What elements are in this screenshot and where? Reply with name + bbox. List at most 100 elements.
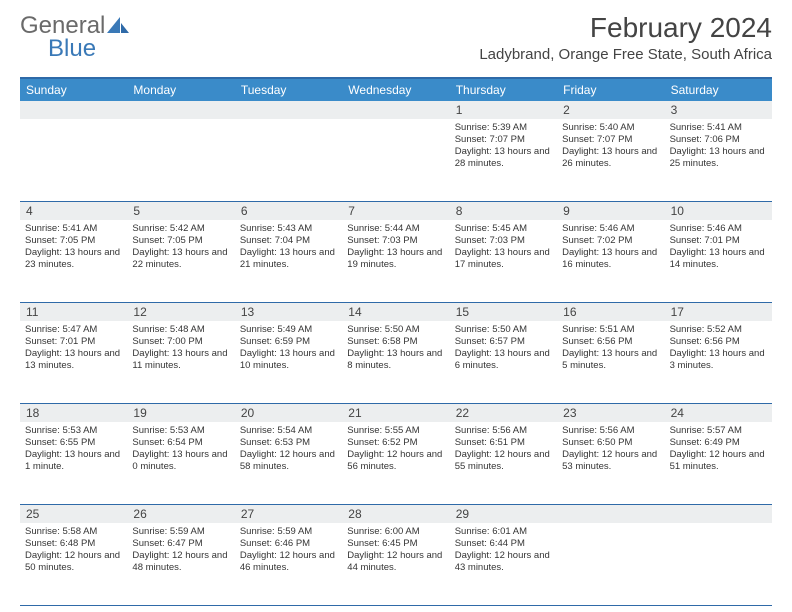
sunset-line: Sunset: 7:02 PM <box>562 235 659 247</box>
sunset-line: Sunset: 6:54 PM <box>132 437 229 449</box>
daylight-line: Daylight: 12 hours and 44 minutes. <box>347 550 444 574</box>
day-number: 15 <box>450 303 557 321</box>
week-row: Sunrise: 5:53 AMSunset: 6:55 PMDaylight:… <box>20 422 772 505</box>
dow-wednesday: Wednesday <box>342 79 449 101</box>
daylight-line: Daylight: 13 hours and 5 minutes. <box>562 348 659 372</box>
sunset-line: Sunset: 6:57 PM <box>455 336 552 348</box>
daynum-row: 2526272829 <box>20 505 772 523</box>
day-number: 16 <box>557 303 664 321</box>
day-number: 25 <box>20 505 127 523</box>
day-cell: Sunrise: 5:48 AMSunset: 7:00 PMDaylight:… <box>127 321 234 403</box>
sunset-line: Sunset: 7:06 PM <box>670 134 767 146</box>
sunset-line: Sunset: 6:55 PM <box>25 437 122 449</box>
day-number: 3 <box>665 101 772 119</box>
sunset-line: Sunset: 6:49 PM <box>670 437 767 449</box>
daylight-line: Daylight: 12 hours and 50 minutes. <box>25 550 122 574</box>
day-number: 6 <box>235 202 342 220</box>
day-cell: Sunrise: 5:46 AMSunset: 7:02 PMDaylight:… <box>557 220 664 302</box>
daylight-line: Daylight: 13 hours and 16 minutes. <box>562 247 659 271</box>
sunrise-line: Sunrise: 5:46 AM <box>670 223 767 235</box>
sunrise-line: Sunrise: 5:49 AM <box>240 324 337 336</box>
day-cell: Sunrise: 5:53 AMSunset: 6:55 PMDaylight:… <box>20 422 127 504</box>
dow-monday: Monday <box>127 79 234 101</box>
day-cell <box>557 523 664 605</box>
day-cell: Sunrise: 5:57 AMSunset: 6:49 PMDaylight:… <box>665 422 772 504</box>
sunset-line: Sunset: 6:47 PM <box>132 538 229 550</box>
sunrise-line: Sunrise: 5:39 AM <box>455 122 552 134</box>
brand-part2: Blue <box>48 35 96 63</box>
day-number: 24 <box>665 404 772 422</box>
daylight-line: Daylight: 12 hours and 43 minutes. <box>455 550 552 574</box>
sunrise-line: Sunrise: 5:41 AM <box>670 122 767 134</box>
daynum-row: 45678910 <box>20 202 772 220</box>
day-number <box>342 101 449 119</box>
sunset-line: Sunset: 6:50 PM <box>562 437 659 449</box>
sunrise-line: Sunrise: 5:50 AM <box>455 324 552 336</box>
daylight-line: Daylight: 13 hours and 11 minutes. <box>132 348 229 372</box>
daylight-line: Daylight: 13 hours and 17 minutes. <box>455 247 552 271</box>
sunset-line: Sunset: 7:04 PM <box>240 235 337 247</box>
day-number: 8 <box>450 202 557 220</box>
day-cell: Sunrise: 5:45 AMSunset: 7:03 PMDaylight:… <box>450 220 557 302</box>
sunset-line: Sunset: 6:56 PM <box>562 336 659 348</box>
sunrise-line: Sunrise: 5:42 AM <box>132 223 229 235</box>
day-number: 5 <box>127 202 234 220</box>
title-block: February 2024 Ladybrand, Orange Free Sta… <box>479 12 772 63</box>
daylight-line: Daylight: 12 hours and 55 minutes. <box>455 449 552 473</box>
day-cell: Sunrise: 6:01 AMSunset: 6:44 PMDaylight:… <box>450 523 557 605</box>
sunset-line: Sunset: 6:56 PM <box>670 336 767 348</box>
day-number: 7 <box>342 202 449 220</box>
month-title: February 2024 <box>479 12 772 44</box>
dow-thursday: Thursday <box>450 79 557 101</box>
sunrise-line: Sunrise: 5:43 AM <box>240 223 337 235</box>
week-row: Sunrise: 5:47 AMSunset: 7:01 PMDaylight:… <box>20 321 772 404</box>
day-number: 28 <box>342 505 449 523</box>
sunrise-line: Sunrise: 6:00 AM <box>347 526 444 538</box>
sunrise-line: Sunrise: 5:53 AM <box>132 425 229 437</box>
sunset-line: Sunset: 7:07 PM <box>455 134 552 146</box>
day-number: 12 <box>127 303 234 321</box>
daylight-line: Daylight: 12 hours and 58 minutes. <box>240 449 337 473</box>
daylight-line: Daylight: 12 hours and 53 minutes. <box>562 449 659 473</box>
sunrise-line: Sunrise: 5:46 AM <box>562 223 659 235</box>
weeks: 12 3 Sunrise: 5:39 AMSunset: 7:07 PM Daylig… <box>20 101 772 606</box>
day-number: 17 <box>665 303 772 321</box>
dow-friday: Friday <box>557 79 664 101</box>
sunset-line: Sunset: 7:01 PM <box>670 235 767 247</box>
day-number: 19 <box>127 404 234 422</box>
day-cell <box>235 119 342 201</box>
daylight-line: Daylight: 12 hours and 56 minutes. <box>347 449 444 473</box>
day-number: 23 <box>557 404 664 422</box>
day-number: 22 <box>450 404 557 422</box>
sunset-line: Sunset: 6:52 PM <box>347 437 444 449</box>
day-cell: Sunrise: 5:59 AMSunset: 6:47 PMDaylight:… <box>127 523 234 605</box>
daylight-line: Daylight: 13 hours and 0 minutes. <box>132 449 229 473</box>
daylight-line: Daylight: 13 hours and 26 minutes. <box>562 146 659 170</box>
day-number: 10 <box>665 202 772 220</box>
dow-saturday: Saturday <box>665 79 772 101</box>
sunset-line: Sunset: 6:58 PM <box>347 336 444 348</box>
daynum-row: 18192021222324 <box>20 404 772 422</box>
sunrise-line: Sunrise: 5:48 AM <box>132 324 229 336</box>
daylight-line: Daylight: 13 hours and 13 minutes. <box>25 348 122 372</box>
daylight-line: Daylight: 13 hours and 25 minutes. <box>670 146 767 170</box>
day-cell: Sunrise: 5:56 AMSunset: 6:50 PMDaylight:… <box>557 422 664 504</box>
sunrise-line: Sunrise: 5:52 AM <box>670 324 767 336</box>
day-number: 13 <box>235 303 342 321</box>
day-cell: Sunrise: 5:55 AMSunset: 6:52 PMDaylight:… <box>342 422 449 504</box>
sunset-line: Sunset: 7:03 PM <box>347 235 444 247</box>
daylight-line: Daylight: 13 hours and 1 minute. <box>25 449 122 473</box>
calendar: SundayMondayTuesdayWednesdayThursdayFrid… <box>20 77 772 606</box>
daylight-line: Daylight: 13 hours and 22 minutes. <box>132 247 229 271</box>
day-number: 20 <box>235 404 342 422</box>
sunset-line: Sunset: 7:00 PM <box>132 336 229 348</box>
day-number: 26 <box>127 505 234 523</box>
day-cell: Sunrise: 5:50 AMSunset: 6:57 PMDaylight:… <box>450 321 557 403</box>
day-cell: Sunrise: 5:52 AMSunset: 6:56 PMDaylight:… <box>665 321 772 403</box>
sunrise-line: Sunrise: 5:53 AM <box>25 425 122 437</box>
sunrise-line: Sunrise: 5:44 AM <box>347 223 444 235</box>
daylight-line: Daylight: 12 hours and 46 minutes. <box>240 550 337 574</box>
day-cell: Sunrise: 5:41 AMSunset: 7:06 PMDaylight:… <box>665 119 772 201</box>
daylight-line: Daylight: 13 hours and 3 minutes. <box>670 348 767 372</box>
sunset-line: Sunset: 6:59 PM <box>240 336 337 348</box>
